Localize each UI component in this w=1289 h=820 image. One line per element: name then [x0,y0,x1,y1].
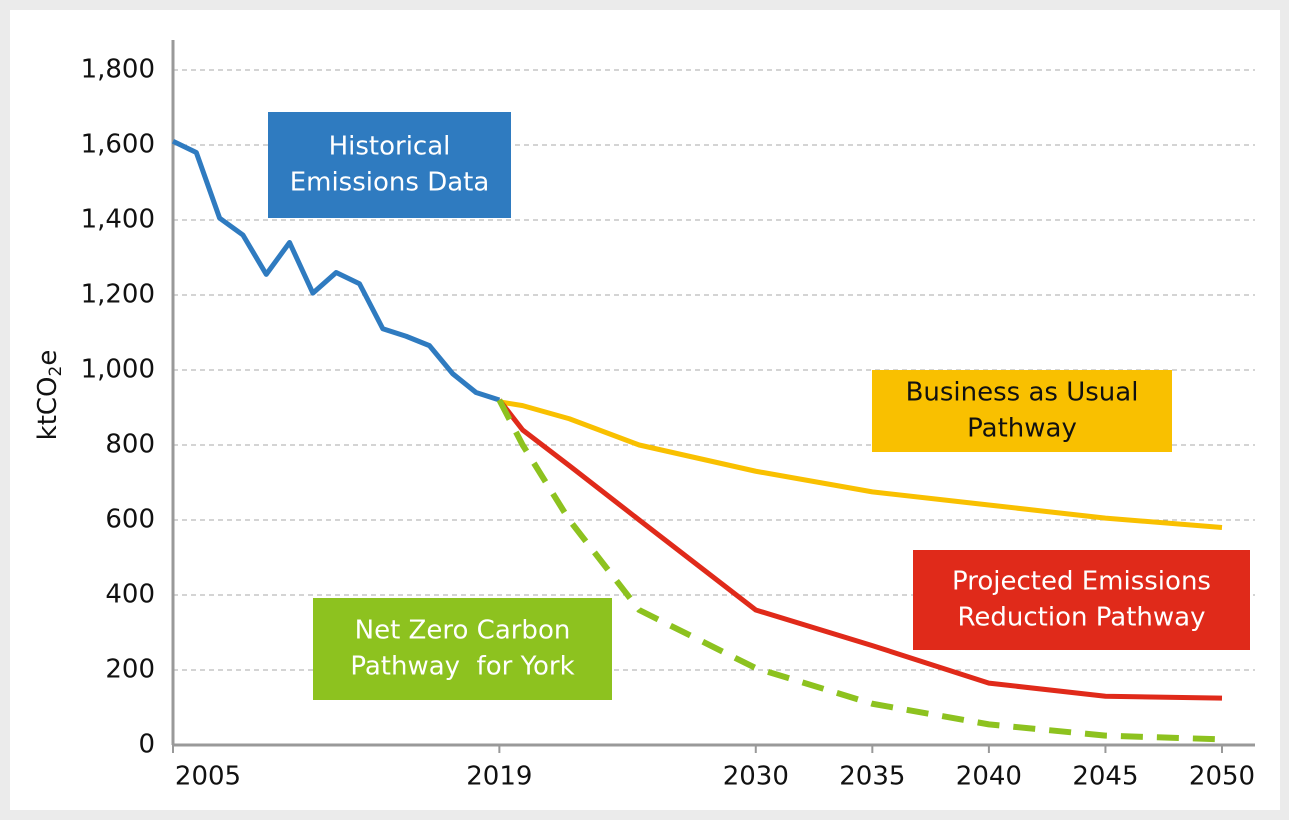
legend-box [913,550,1250,650]
legend-label: Pathway [967,414,1077,444]
legend-label: Historical [329,132,451,162]
series-line [497,398,1223,701]
y-tick-label: 1,000 [81,355,155,385]
legend-box [313,598,612,700]
legend-label: Pathway for York [350,652,574,682]
y-tick-label: 800 [105,430,155,460]
y-axis-label-part: e [33,350,63,366]
y-tick-label: 1,200 [81,280,155,310]
legend-label: Projected Emissions [952,567,1211,597]
y-axis-label-sub: 2 [46,366,66,377]
y-axis-label: ktCO2e [33,350,67,441]
series-line [498,399,1223,530]
legend-label: Reduction Pathway [958,603,1206,633]
y-tick-label: 1,800 [81,55,155,85]
x-tick-label: 2045 [1072,762,1138,792]
legend-box [872,370,1172,452]
series-line [496,398,1223,743]
legend-label: Business as Usual [906,378,1139,408]
y-tick-label: 0 [138,730,155,760]
y-tick-label: 1,600 [81,130,155,160]
legend-label: Net Zero Carbon [355,616,571,646]
y-axis-label-part: ktCO [33,376,63,440]
legend-box [268,112,511,218]
legend-label: Emissions Data [290,168,490,198]
y-tick-label: 200 [105,655,155,685]
x-tick-label: 2035 [839,762,905,792]
series-line [171,138,501,403]
y-tick-label: 400 [105,580,155,610]
x-tick-label: 2005 [175,762,241,792]
y-tick-label: 600 [105,505,155,535]
x-tick-label: 2030 [723,762,789,792]
x-tick-label: 2050 [1189,762,1255,792]
y-tick-label: 1,400 [81,205,155,235]
x-tick-label: 2040 [956,762,1022,792]
x-tick-label: 2019 [466,762,532,792]
